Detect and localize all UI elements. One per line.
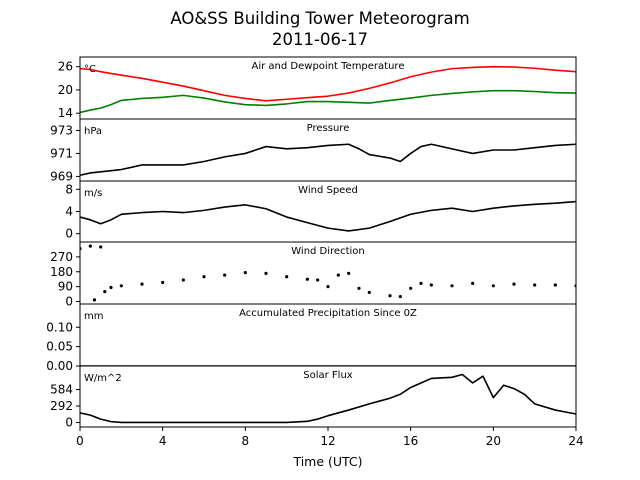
wind-direction-point bbox=[512, 282, 516, 286]
temperature-title: Air and Dewpoint Temperature bbox=[252, 61, 405, 72]
wind-direction-point bbox=[336, 273, 340, 277]
wind-direction-point bbox=[326, 285, 330, 289]
wind-direction-point bbox=[103, 290, 107, 294]
x-axis: 0 4 8 12 16 20 24 bbox=[76, 427, 584, 448]
solar-flux-ytick-label: 0 bbox=[65, 415, 73, 429]
x-tick-label: 0 bbox=[76, 434, 84, 448]
temperature-panel: 14 20 26 Air and Dewpoint Temperature °C bbox=[58, 56, 577, 120]
wind-direction-point bbox=[243, 270, 247, 275]
wind-direction-point bbox=[92, 298, 97, 302]
x-tick-label: 16 bbox=[403, 434, 418, 448]
wind-direction-point bbox=[347, 271, 351, 276]
solar-flux-data bbox=[80, 373, 576, 424]
wind-direction-point bbox=[88, 244, 92, 248]
wind-direction-point bbox=[285, 275, 289, 279]
wind-speed-data bbox=[80, 200, 576, 232]
x-tick-label: 4 bbox=[159, 434, 167, 448]
wind-direction-point bbox=[161, 280, 165, 285]
precipitation-title: Accumulated Precipitation Since 0Z bbox=[239, 308, 417, 319]
wind-direction-point bbox=[409, 286, 413, 290]
wind-direction-point bbox=[119, 284, 123, 288]
solar-flux-series-line-line bbox=[80, 373, 576, 424]
wind-speed-ytick-label: 0 bbox=[65, 227, 73, 241]
temperature-ytick-label: 26 bbox=[58, 60, 73, 74]
precipitation-ytick-label: 0.05 bbox=[46, 340, 73, 354]
wind-direction-point bbox=[553, 283, 557, 287]
x-tick-label: 24 bbox=[568, 434, 583, 448]
precipitation-ytick-label: 0.10 bbox=[46, 320, 73, 334]
solar-flux-title: Solar Flux bbox=[303, 370, 353, 381]
wind-speed-ytick-label: 8 bbox=[65, 182, 73, 196]
wind-speed-series-line-line bbox=[80, 200, 576, 232]
wind-speed-title: Wind Speed bbox=[298, 185, 358, 196]
x-tick-label: 8 bbox=[242, 434, 250, 448]
wind-direction-point bbox=[109, 285, 113, 290]
temperature-series-temperature-line bbox=[80, 65, 576, 102]
wind-direction-point bbox=[264, 271, 268, 276]
wind-direction-ytick-label: 90 bbox=[58, 280, 73, 294]
x-axis-label: Time (UTC) bbox=[292, 454, 362, 469]
temperature-ytick-label: 14 bbox=[58, 106, 73, 120]
wind-direction-ytick-label: 270 bbox=[50, 250, 73, 264]
precipitation-ytick-label: 0.00 bbox=[46, 359, 73, 373]
solar-flux-ytick-label: 584 bbox=[50, 382, 73, 396]
x-tick-label: 20 bbox=[486, 434, 501, 448]
wind-direction-point bbox=[316, 278, 320, 282]
pressure-unit-label: hPa bbox=[84, 126, 102, 137]
temperature-unit-label: °C bbox=[84, 64, 96, 75]
pressure-series-line-line bbox=[80, 143, 576, 177]
temperature-series-dewpoint-line bbox=[80, 89, 576, 114]
wind-direction-ytick-label: 180 bbox=[50, 265, 73, 279]
figure-title-line1: AO&SS Building Tower Meteorogram bbox=[170, 9, 469, 28]
pressure-ytick-label: 971 bbox=[50, 146, 73, 160]
wind-direction-point bbox=[357, 286, 361, 290]
wind-direction-point bbox=[419, 281, 423, 285]
wind-speed-panel: 0 4 8 Wind Speed m/s bbox=[65, 180, 577, 243]
wind-speed-unit-label: m/s bbox=[84, 188, 102, 199]
temperature-ytick-label: 20 bbox=[58, 83, 73, 97]
wind-direction-point bbox=[367, 290, 371, 295]
pressure-title: Pressure bbox=[307, 123, 350, 134]
pressure-ytick-label: 973 bbox=[50, 123, 73, 137]
wind-direction-point bbox=[398, 294, 402, 299]
temperature-data bbox=[80, 65, 576, 114]
solar-flux-ytick-label: 292 bbox=[50, 399, 73, 413]
wind-direction-point bbox=[140, 282, 144, 286]
wind-direction-point bbox=[223, 273, 227, 277]
wind-direction-point bbox=[181, 278, 185, 282]
wind-direction-point bbox=[533, 283, 537, 287]
wind-direction-data bbox=[80, 244, 576, 302]
solar-flux-unit-label: W/m^2 bbox=[84, 373, 122, 384]
wind-direction-point bbox=[99, 245, 103, 249]
wind-direction-point bbox=[450, 284, 454, 288]
figure-title-line2: 2011-06-17 bbox=[272, 30, 368, 49]
wind-direction-point bbox=[388, 294, 392, 298]
x-tick-label: 12 bbox=[320, 434, 335, 448]
wind-direction-point bbox=[491, 284, 495, 288]
wind-direction-point bbox=[471, 281, 475, 285]
wind-direction-point bbox=[202, 275, 206, 279]
pressure-ytick-label: 969 bbox=[50, 169, 73, 183]
wind-direction-point bbox=[305, 277, 309, 281]
pressure-panel: 969 971 973 Pressure hPa bbox=[50, 118, 577, 183]
solar-flux-panel: 0 292 584 Solar Flux W/m^2 bbox=[50, 365, 577, 429]
wind-speed-ytick-label: 4 bbox=[65, 205, 73, 219]
precipitation-unit-label: mm bbox=[84, 311, 103, 322]
precipitation-panel: 0.00 0.05 0.10 Accumulated Precipitation Si… bbox=[46, 303, 577, 373]
wind-direction-point bbox=[429, 283, 433, 287]
wind-direction-ytick-label: 0 bbox=[65, 295, 73, 309]
wind-direction-title: Wind Direction bbox=[291, 246, 365, 257]
pressure-data bbox=[80, 143, 576, 177]
